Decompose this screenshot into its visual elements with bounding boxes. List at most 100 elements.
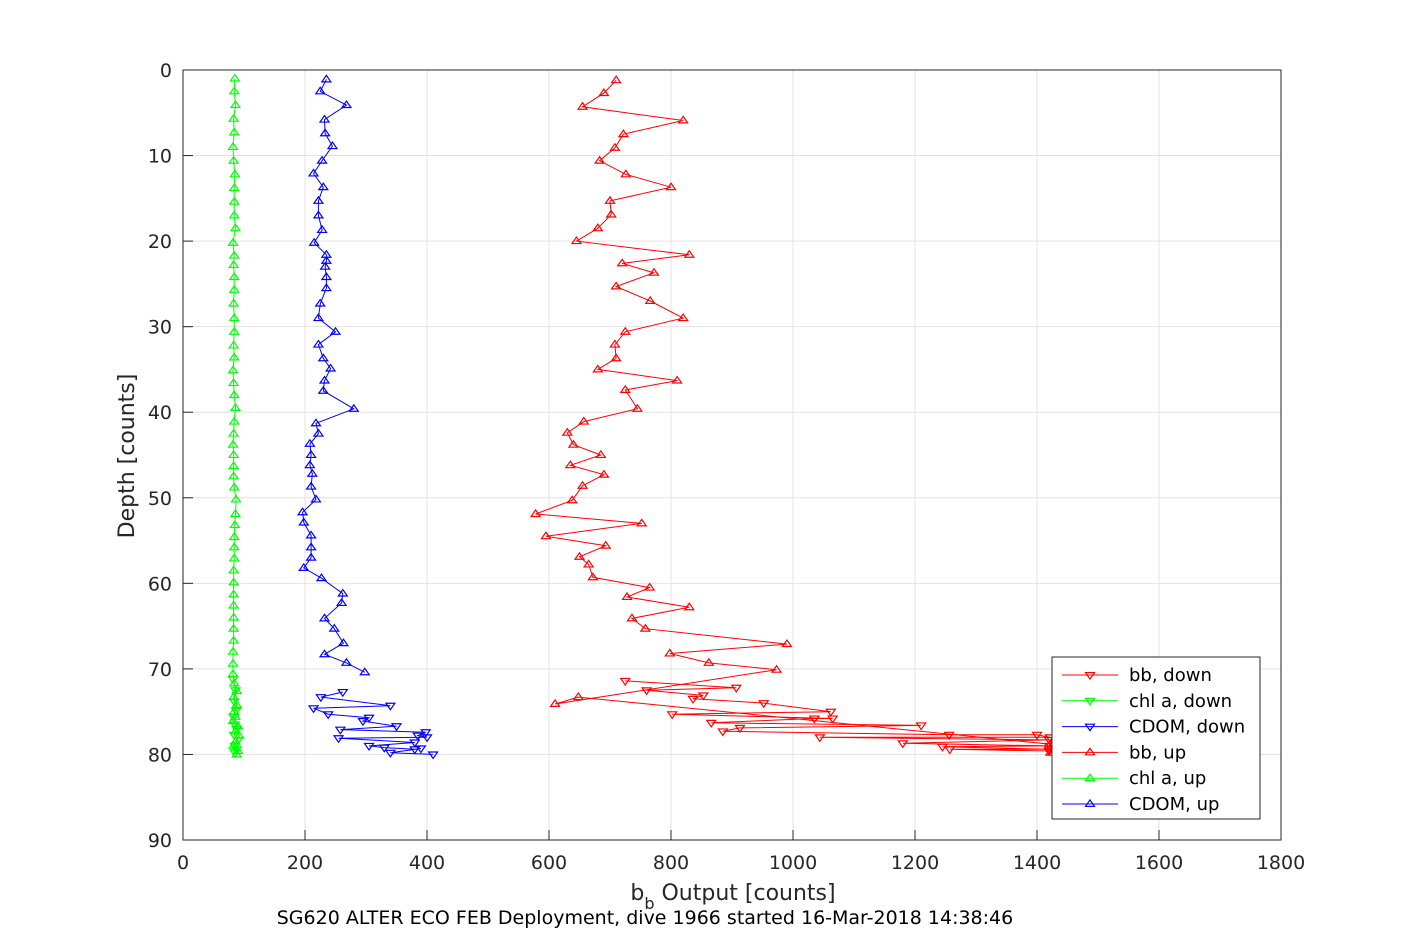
data-point-bb-up <box>583 559 595 568</box>
data-point-chl-a-up <box>228 542 240 551</box>
y-tick-label: 20 <box>148 231 172 253</box>
data-point-bb-down <box>758 700 770 709</box>
data-point-chl-a-up <box>228 390 240 399</box>
data-point-cdom-up <box>318 375 331 384</box>
y-tick-label: 10 <box>148 146 172 168</box>
data-point-bb-up <box>609 339 621 348</box>
data-point-cdom-up <box>304 460 316 469</box>
data-point-bb-up <box>620 169 632 178</box>
data-point-chl-a-up <box>227 577 240 586</box>
data-point-cdom-up <box>320 255 332 264</box>
data-point-bb-up <box>540 531 552 540</box>
data-point-bb-up <box>572 692 584 701</box>
axis-ticks: 0 200 400 600 800 1000 1200 1400 1600 1800 0 10 20 30… <box>148 60 1305 874</box>
data-point-bb-up <box>644 582 656 591</box>
legend-label-cdom-up: CDOM, up <box>1129 794 1219 815</box>
data-point-bb-up <box>617 129 630 138</box>
x-axis-label: bb Output [counts] <box>630 881 835 913</box>
data-point-bb-up <box>619 384 631 394</box>
data-point-bb-down <box>1043 747 1055 757</box>
data-point-chl-a-up <box>227 365 239 374</box>
data-point-bb-up <box>703 657 715 666</box>
data-point-cdom-up <box>320 74 332 83</box>
data-point-bb-up <box>549 698 561 707</box>
data-point-chl-a-up <box>227 740 240 749</box>
data-point-bb-up <box>664 648 676 657</box>
y-tick-label: 0 <box>160 60 172 82</box>
data-point-bb-down <box>734 724 746 734</box>
x-axis-label-main: b <box>630 881 644 906</box>
data-point-bb-up <box>592 364 604 373</box>
data-point-bb-up <box>529 508 542 518</box>
data-point-cdom-up <box>296 507 309 516</box>
data-point-chl-a-down <box>230 707 242 716</box>
data-point-chl-a-up <box>231 686 243 695</box>
data-point-bb-down <box>666 711 678 720</box>
data-point-cdom-up <box>308 237 320 246</box>
data-point-bb-up <box>610 75 622 84</box>
data-point-chl-a-up <box>231 699 243 708</box>
data-point-cdom-up <box>340 657 353 666</box>
data-point-cdom-up <box>329 326 342 335</box>
data-point-cdom-up <box>319 128 331 137</box>
data-point-bb-down <box>697 692 709 701</box>
data-point-chl-a-up <box>229 223 242 232</box>
data-point-cdom-down <box>337 688 349 698</box>
data-point-bb-down <box>808 715 820 724</box>
data-point-bb-up <box>593 155 606 164</box>
data-point-bb-up <box>631 403 644 412</box>
data-point-bb-up <box>639 623 652 632</box>
data-point-cdom-down <box>384 749 397 758</box>
y-tick-label: 50 <box>148 488 172 510</box>
data-point-bb-up <box>605 209 617 218</box>
data-point-cdom-down <box>334 726 347 735</box>
data-point-cdom-down <box>357 718 369 727</box>
data-point-bb-up <box>610 281 622 290</box>
data-point-cdom-down <box>415 745 427 754</box>
y-axis-label: Depth [counts] <box>115 374 140 539</box>
data-point-chl-a-up <box>227 298 240 307</box>
data-point-cdom-down <box>409 739 421 748</box>
data-point-chl-a-up <box>227 623 240 632</box>
data-point-chl-a-up <box>228 678 240 687</box>
data-point-bb-up <box>604 195 616 204</box>
data-point-cdom-up <box>314 86 326 95</box>
data-point-cdom-up <box>312 195 325 204</box>
legend-marker-cdom-up <box>1084 798 1096 808</box>
data-point-bb-up <box>621 591 633 601</box>
data-point-chl-a-up <box>227 237 239 246</box>
legend-label-bb-up: bb, up <box>1129 742 1186 763</box>
data-point-bb-down <box>814 734 826 743</box>
x-tick-label: 200 <box>287 852 323 874</box>
data-point-bb-down <box>730 684 742 693</box>
data-point-cdom-up <box>298 517 310 526</box>
x-tick-label: 800 <box>653 852 689 874</box>
legend-box <box>1051 656 1261 820</box>
data-point-chl-a-up <box>227 589 240 598</box>
legend-label-bb-down: bb, down <box>1129 665 1212 686</box>
data-point-chl-a-up <box>227 378 240 387</box>
data-point-chl-a-up <box>229 99 242 109</box>
data-point-cdom-up <box>315 573 328 582</box>
data-point-bb-down <box>687 695 699 704</box>
legend-marker-cdom-down <box>1084 723 1096 732</box>
data-point-cdom-down <box>412 732 424 741</box>
data-point-bb-up <box>592 223 604 232</box>
y-tick-label: 30 <box>148 317 172 339</box>
data-point-cdom-up <box>328 623 340 632</box>
data-point-bb-down <box>825 708 837 717</box>
data-point-bb-up <box>619 326 631 335</box>
data-point-cdom-up <box>320 283 332 292</box>
data-point-bb-up <box>636 518 648 527</box>
series-line-bb-up <box>535 79 1051 753</box>
data-point-cdom-up <box>337 638 350 647</box>
x-tick-label: 1000 <box>769 852 817 874</box>
data-point-bb-up <box>671 375 683 384</box>
data-point-chl-a-up <box>229 520 241 529</box>
x-axis-label-subscript: b <box>644 894 654 913</box>
data-point-bb-up <box>561 427 573 436</box>
data-point-bb-down <box>936 743 949 752</box>
x-tick-label: 1600 <box>1135 852 1183 874</box>
data-point-cdom-up <box>320 271 332 281</box>
data-point-chl-a-up <box>227 715 239 725</box>
